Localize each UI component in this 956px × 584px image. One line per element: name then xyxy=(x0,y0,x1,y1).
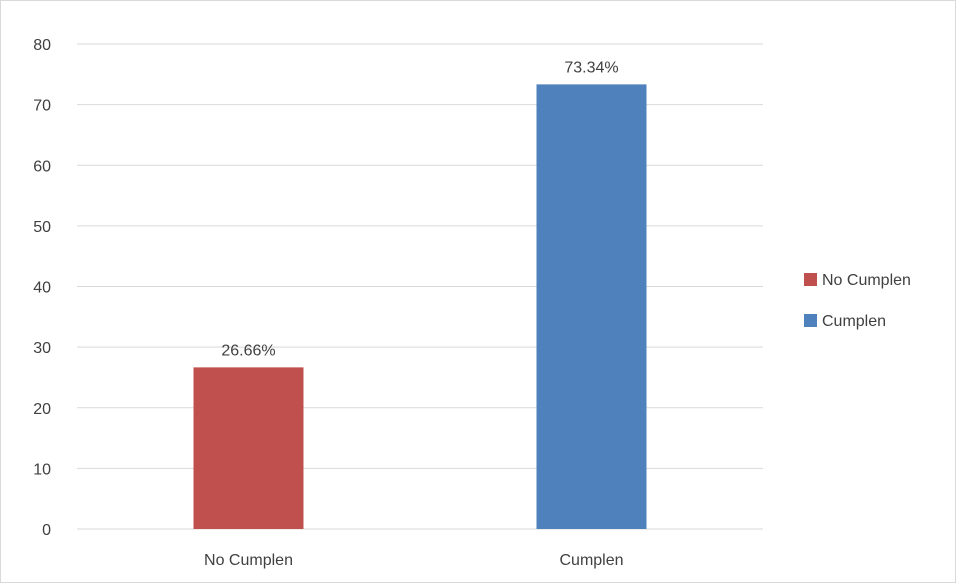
bar-no-cumplen xyxy=(193,367,304,529)
y-axis-ticks: 0 10 20 30 40 50 60 70 80 xyxy=(33,37,51,539)
legend: No Cumplen Cumplen xyxy=(804,272,911,330)
y-tick-label: 50 xyxy=(33,219,51,236)
legend-label: No Cumplen xyxy=(822,272,911,289)
y-tick-label: 70 xyxy=(33,98,51,115)
x-tick-label: No Cumplen xyxy=(204,552,293,569)
y-tick-label: 30 xyxy=(33,340,51,357)
bar-cumplen xyxy=(536,84,647,529)
x-axis-ticks: No Cumplen Cumplen xyxy=(204,552,623,569)
legend-label: Cumplen xyxy=(822,313,886,330)
y-tick-label: 80 xyxy=(33,37,51,54)
y-tick-label: 40 xyxy=(33,280,51,297)
data-label: 26.66% xyxy=(221,342,275,359)
y-tick-label: 10 xyxy=(33,461,51,478)
data-labels: 26.66% 73.34% xyxy=(221,59,618,359)
y-tick-label: 0 xyxy=(42,522,51,539)
data-label: 73.34% xyxy=(564,59,618,76)
x-tick-label: Cumplen xyxy=(559,552,623,569)
bars xyxy=(193,84,647,529)
legend-swatch xyxy=(804,314,817,327)
y-tick-label: 60 xyxy=(33,158,51,175)
y-tick-label: 20 xyxy=(33,401,51,418)
legend-swatch xyxy=(804,273,817,286)
gridlines xyxy=(77,43,763,530)
